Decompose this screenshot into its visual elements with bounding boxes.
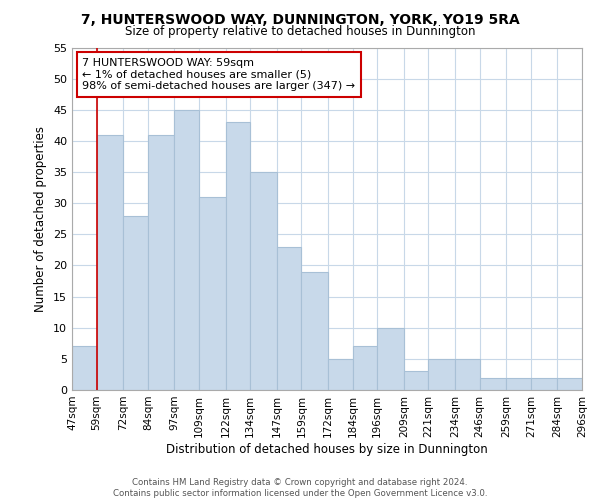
- Bar: [328, 359, 353, 390]
- Bar: [404, 372, 428, 390]
- X-axis label: Distribution of detached houses by size in Dunnington: Distribution of detached houses by size …: [166, 442, 488, 456]
- Bar: [455, 359, 479, 390]
- Bar: [479, 378, 506, 390]
- Bar: [428, 359, 455, 390]
- Bar: [72, 346, 97, 390]
- Bar: [199, 197, 226, 390]
- Bar: [353, 346, 377, 390]
- Bar: [250, 172, 277, 390]
- Bar: [557, 378, 582, 390]
- Text: 7 HUNTERSWOOD WAY: 59sqm
← 1% of detached houses are smaller (5)
98% of semi-det: 7 HUNTERSWOOD WAY: 59sqm ← 1% of detache…: [82, 58, 355, 91]
- Bar: [226, 122, 250, 390]
- Bar: [148, 134, 175, 390]
- Bar: [175, 110, 199, 390]
- Text: Size of property relative to detached houses in Dunnington: Size of property relative to detached ho…: [125, 25, 475, 38]
- Bar: [277, 247, 301, 390]
- Bar: [301, 272, 328, 390]
- Text: 7, HUNTERSWOOD WAY, DUNNINGTON, YORK, YO19 5RA: 7, HUNTERSWOOD WAY, DUNNINGTON, YORK, YO…: [80, 12, 520, 26]
- Y-axis label: Number of detached properties: Number of detached properties: [34, 126, 47, 312]
- Bar: [506, 378, 531, 390]
- Bar: [97, 134, 123, 390]
- Bar: [123, 216, 148, 390]
- Text: Contains HM Land Registry data © Crown copyright and database right 2024.
Contai: Contains HM Land Registry data © Crown c…: [113, 478, 487, 498]
- Bar: [377, 328, 404, 390]
- Bar: [531, 378, 557, 390]
